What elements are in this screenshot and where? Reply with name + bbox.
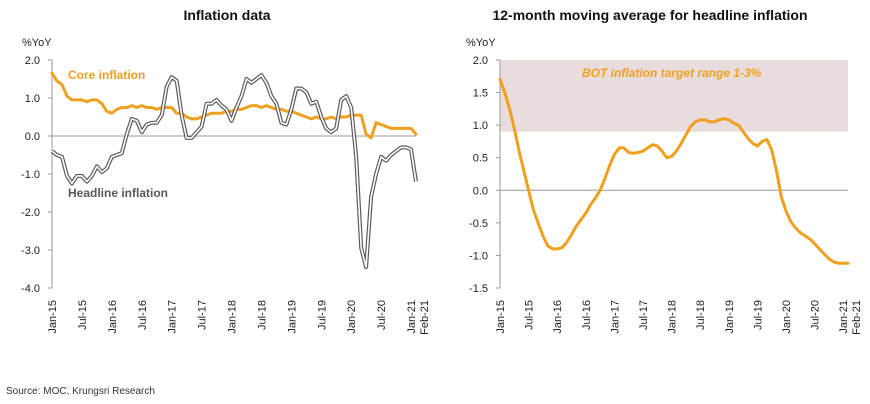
left-x-tick-label: Jan-17	[167, 300, 179, 334]
right-y-tick-label: 2.0	[473, 55, 488, 67]
left-x-tick-label: Jan-15	[47, 300, 59, 334]
target-range-band	[500, 60, 848, 132]
right-y-tick-label: 0.0	[473, 185, 488, 197]
left-y-tick-label: 1.0	[25, 93, 40, 105]
source-note: Source: MOC, Krungsri Research	[6, 386, 155, 397]
left-x-tick-label: Jan-21	[406, 300, 418, 334]
left-chart-series	[50, 71, 418, 270]
left-y-tick-label: -1.0	[21, 169, 40, 181]
headline-inflation-line-inner	[51, 74, 417, 268]
right-chart-ylabel: %YoY	[466, 37, 496, 49]
right-x-tick-label: Feb-21	[851, 300, 863, 335]
right-y-tick-label: 1.5	[473, 88, 488, 100]
right-x-tick-label: Jul-19	[752, 300, 764, 330]
left-x-tick-label: Jan-20	[346, 300, 358, 334]
right-x-tick-label: Jul-20	[810, 300, 822, 330]
right-x-tick-label: Jan-19	[724, 300, 736, 334]
left-x-tick-label: Jul-16	[137, 300, 149, 330]
right-y-tick-label: -1.0	[469, 250, 488, 262]
right-x-tick-label: Jan-18	[667, 300, 679, 334]
right-chart-axes: 2.0 1.5 1.0 0.5 0.0 -0.5 -1.0 -1.5 Jan-15 Jul-15 J…	[469, 55, 863, 335]
right-x-tick-label: Jul-16	[581, 300, 593, 330]
left-chart-ylabel: %YoY	[22, 37, 52, 49]
left-y-tick-label: -4.0	[21, 283, 40, 295]
left-x-tick-label: Jan-19	[286, 300, 298, 334]
right-x-tick-label: Jul-17	[638, 300, 650, 330]
core-inflation-line	[50, 71, 418, 140]
right-x-tick-label: Jul-18	[695, 300, 707, 330]
right-y-tick-label: -0.5	[469, 218, 488, 230]
left-y-tick-label: -2.0	[21, 207, 40, 219]
left-x-tick-label: Jan-16	[107, 300, 119, 334]
right-chart-series	[498, 78, 850, 265]
right-y-tick-label: -1.5	[469, 283, 488, 295]
target-range-rect	[500, 60, 848, 132]
right-y-tick-label: 0.5	[473, 153, 488, 165]
inflation-data-chart: Inflation data %YoY 2.0 1.0 0.0 -1.0 -2.0 -3.…	[21, 7, 431, 335]
left-x-tick-label: Jul-19	[316, 300, 328, 330]
left-x-tick-label: Jan-18	[227, 300, 239, 334]
left-x-tick-label: Feb-21	[419, 300, 431, 335]
moving-average-chart: 12-month moving average for headline inf…	[466, 7, 863, 335]
right-x-tick-label: Jan-20	[781, 300, 793, 334]
core-inflation-label: Core inflation	[68, 68, 145, 82]
left-chart-title: Inflation data	[183, 7, 270, 23]
left-x-tick-label: Jul-18	[256, 300, 268, 330]
right-x-tick-label: Jan-17	[609, 300, 621, 334]
right-x-tick-label: Jan-15	[495, 300, 507, 334]
right-x-tick-label: Jul-15	[524, 300, 536, 330]
headline-inflation-label: Headline inflation	[68, 186, 168, 200]
left-chart-axes: 2.0 1.0 0.0 -1.0 -2.0 -3.0 -4.0 Jan-15 Jul-15 Jan…	[21, 55, 431, 335]
right-chart-title: 12-month moving average for headline inf…	[492, 7, 807, 23]
left-y-tick-label: 2.0	[25, 55, 40, 67]
right-y-tick-label: 1.0	[473, 120, 488, 132]
target-range-label: BOT inflation target range 1-3%	[582, 66, 762, 80]
left-x-tick-label: Jul-15	[77, 300, 89, 330]
right-x-tick-label: Jan-16	[552, 300, 564, 334]
moving-average-line	[498, 78, 850, 265]
right-x-tick-label: Jan-21	[838, 300, 850, 334]
left-y-tick-label: 0.0	[25, 131, 40, 143]
left-x-tick-label: Jul-20	[376, 300, 388, 330]
left-x-tick-label: Jul-17	[197, 300, 209, 330]
left-y-tick-label: -3.0	[21, 245, 40, 257]
